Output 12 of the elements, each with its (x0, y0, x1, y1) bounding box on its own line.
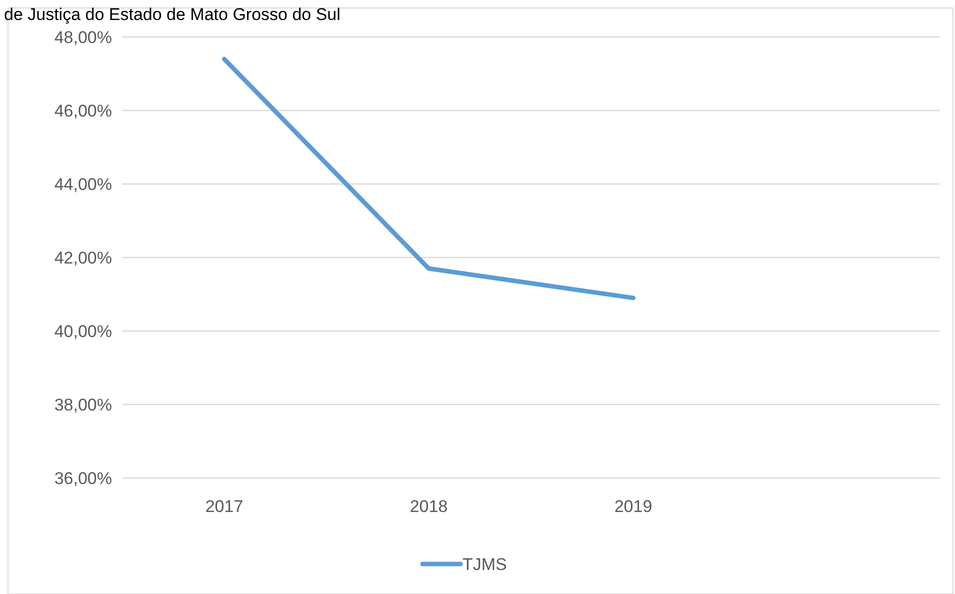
y-tick-label: 46,00% (54, 101, 112, 120)
chart-title: de Justiça do Estado de Mato Grosso do Sul (4, 5, 340, 24)
x-tick-label: 2019 (614, 497, 652, 516)
y-tick-label: 42,00% (54, 248, 112, 268)
y-tick-label: 38,00% (54, 395, 112, 414)
x-tick-label: 2017 (205, 497, 244, 516)
y-tick-label: 44,00% (54, 174, 112, 194)
x-tick-label: 2018 (410, 497, 448, 516)
y-tick-label: 48,00% (54, 28, 112, 47)
legend-label: TJMS (462, 554, 507, 574)
y-tick-label: 40,00% (54, 322, 112, 341)
y-tick-label: 36,00% (54, 468, 112, 488)
